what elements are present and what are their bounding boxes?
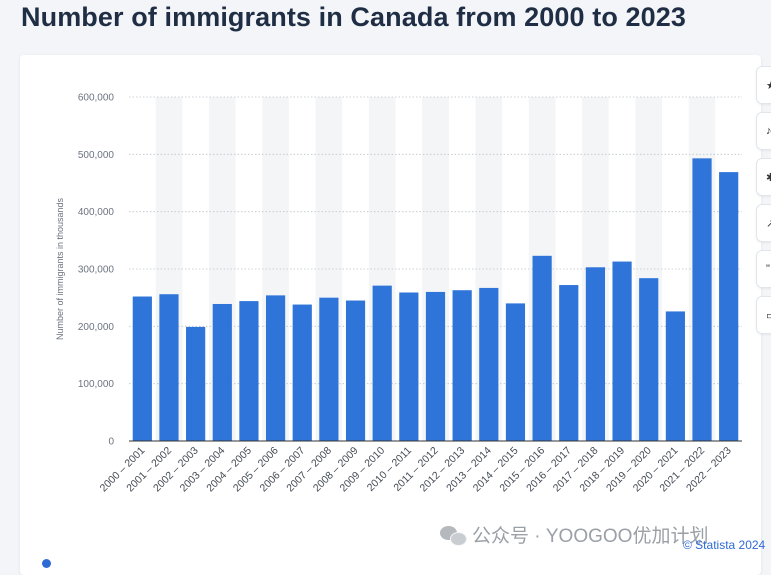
y-tick-label: 0 [108,437,114,448]
wechat-icon [440,524,467,546]
bar [719,172,739,441]
cite-button[interactable]: " [756,250,771,288]
bar [559,285,579,441]
settings-button[interactable]: ✱ [756,158,771,196]
bar [345,300,366,441]
bar [639,278,659,441]
bell-icon: ♪ [766,125,771,137]
bar [132,296,152,441]
bar [452,290,472,441]
statista-credit[interactable]: © Statista 2024 [683,538,766,552]
bar [372,285,392,441]
bar [159,294,179,441]
notification-button[interactable]: ♪ [756,112,771,150]
bar [399,292,419,441]
watermark-text: 公众号 · YOOGOO优加计划 [472,526,709,547]
bar [505,303,526,441]
watermark: 公众号 · YOOGOO优加计划 [440,521,708,548]
bar [479,287,499,441]
bar [665,311,685,441]
y-axis-title: Number of immigrants in thousands [55,197,65,340]
print-icon: ▭ [766,309,771,322]
bar [265,295,286,441]
y-tick-label: 400,000 [78,207,115,218]
y-tick-label: 500,000 [78,150,115,161]
bar [319,297,339,441]
page-title: Number of immigrants in Canada from 2000… [21,2,686,32]
y-tick-label: 300,000 [78,265,115,276]
y-tick-label: 600,000 [78,93,115,104]
bar [692,158,712,441]
bar [212,303,232,441]
y-tick-label: 200,000 [78,322,115,333]
bar [239,301,259,441]
share-button[interactable]: ↗ [756,204,771,242]
gear-icon: ✱ [766,172,771,184]
bar [612,261,632,441]
bar [425,291,446,441]
bar [585,267,606,441]
favorite-button[interactable]: ★ [756,66,771,104]
bar [292,304,312,441]
share-icon: ↗ [766,218,771,230]
print-button[interactable]: ▭ [756,296,771,334]
star-icon: ★ [766,80,771,92]
chart-toolbar: ★ ♪ ✱ ↗ " ▭ [756,66,771,342]
bar [532,255,552,441]
quote-icon: " [766,263,770,275]
y-tick-label: 100,000 [78,379,115,390]
bar [186,326,206,441]
